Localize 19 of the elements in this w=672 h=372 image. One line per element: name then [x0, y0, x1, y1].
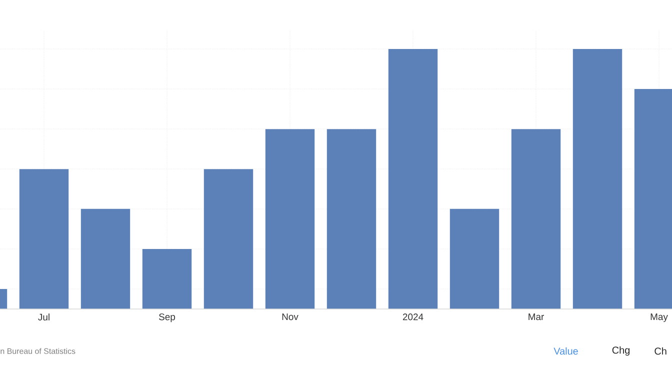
- bar: [265, 129, 315, 309]
- bar: [572, 49, 622, 309]
- bar: [450, 208, 500, 309]
- bar: [142, 248, 192, 309]
- x-tick-label: Nov: [282, 314, 298, 320]
- x-tick-label: Sep: [159, 314, 176, 322]
- text: Chg: [612, 346, 630, 356]
- x-tick-label: Jul: [38, 314, 50, 320]
- bar: [511, 129, 561, 309]
- x-tick-label: May: [650, 314, 668, 322]
- bar: [19, 169, 69, 309]
- x-tick-label: Mar: [528, 314, 544, 320]
- text: Ch: [654, 347, 666, 355]
- bar: [326, 129, 376, 309]
- text: Value: [554, 347, 578, 355]
- bar: [80, 208, 130, 309]
- bar: [204, 169, 254, 309]
- x-tick-label: 2024: [402, 314, 424, 320]
- bar: [388, 49, 438, 309]
